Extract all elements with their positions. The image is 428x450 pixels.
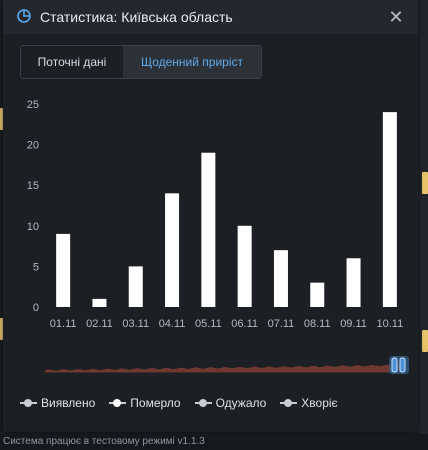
bar — [165, 193, 180, 307]
y-tick-label: 0 — [33, 302, 39, 314]
slider-handle-left[interactable] — [391, 357, 398, 373]
tab-group: Поточні дані Щоденний приріст — [20, 45, 262, 79]
x-tick-label: 04.11 — [159, 318, 186, 330]
bar — [56, 233, 71, 307]
bar — [273, 250, 288, 307]
bar — [346, 258, 361, 307]
statistics-modal: Статистика: Київська область ✕ Поточні д… — [3, 0, 418, 432]
bar — [201, 152, 216, 307]
x-tick-label: 02.11 — [86, 318, 113, 330]
y-tick-label: 5 — [33, 261, 39, 273]
background-tab — [422, 330, 428, 352]
legend-item-died[interactable]: Померло — [109, 396, 181, 410]
x-tick-label: 03.11 — [122, 318, 149, 330]
modal-header: Статистика: Київська область ✕ — [3, 0, 418, 34]
legend-label: Померло — [130, 396, 181, 410]
modal-body: Поточні дані Щоденний приріст 0 5 10 15 20 25… — [3, 34, 418, 432]
pie-chart-icon — [17, 9, 31, 23]
bar — [92, 298, 107, 307]
legend-label: Одужало — [215, 396, 267, 410]
bar — [382, 112, 397, 308]
chart-legend: Виявлено Померло Одужало Хворіє — [20, 394, 352, 412]
x-tick-label: 09.11 — [340, 318, 367, 330]
bar — [237, 225, 252, 307]
y-tick-label: 15 — [27, 180, 39, 192]
x-tick-label: 07.11 — [268, 318, 295, 330]
y-tick-label: 20 — [27, 140, 39, 152]
bar-chart: 0 5 10 15 20 25 01.11 02.11 03.11 04.11 05.11 06.11… — [3, 90, 418, 340]
x-tick-label: 01.11 — [50, 318, 77, 330]
legend-marker-icon — [280, 399, 298, 407]
x-tick-label: 06.11 — [231, 318, 258, 330]
x-tick-label: 10.11 — [376, 318, 403, 330]
x-tick-label: 05.11 — [195, 318, 222, 330]
y-tick-label: 10 — [27, 221, 39, 233]
y-tick-label: 25 — [27, 99, 39, 111]
tab-current-data[interactable]: Поточні дані — [21, 46, 123, 78]
legend-marker-icon — [194, 399, 212, 407]
tab-daily-growth[interactable]: Щоденний приріст — [123, 46, 261, 78]
slider-handle-right[interactable] — [399, 357, 406, 373]
legend-item-recovered[interactable]: Одужало — [194, 396, 267, 410]
background-panel — [418, 0, 428, 450]
close-icon[interactable]: ✕ — [388, 7, 404, 27]
legend-label: Виявлено — [41, 396, 96, 410]
legend-item-sick[interactable]: Хворіє — [280, 396, 338, 410]
slider-preview-area — [45, 364, 403, 372]
legend-marker-icon — [20, 399, 37, 407]
range-slider-svg — [45, 356, 409, 374]
background-tab — [422, 172, 428, 194]
range-slider[interactable] — [3, 352, 418, 381]
legend-marker-icon — [109, 399, 127, 407]
bar — [128, 266, 143, 307]
x-tick-label: 08.11 — [304, 318, 331, 330]
chart-svg: 0 5 10 15 20 25 01.11 02.11 03.11 04.11 05.11 06.11… — [27, 99, 403, 330]
status-bar: Система працює в тестовому режимі v1.1.3 — [0, 434, 428, 450]
bar — [310, 282, 325, 307]
legend-item-detected[interactable]: Виявлено — [20, 396, 95, 410]
modal-title: Статистика: Київська область — [40, 9, 233, 25]
legend-label: Хворіє — [301, 396, 338, 410]
